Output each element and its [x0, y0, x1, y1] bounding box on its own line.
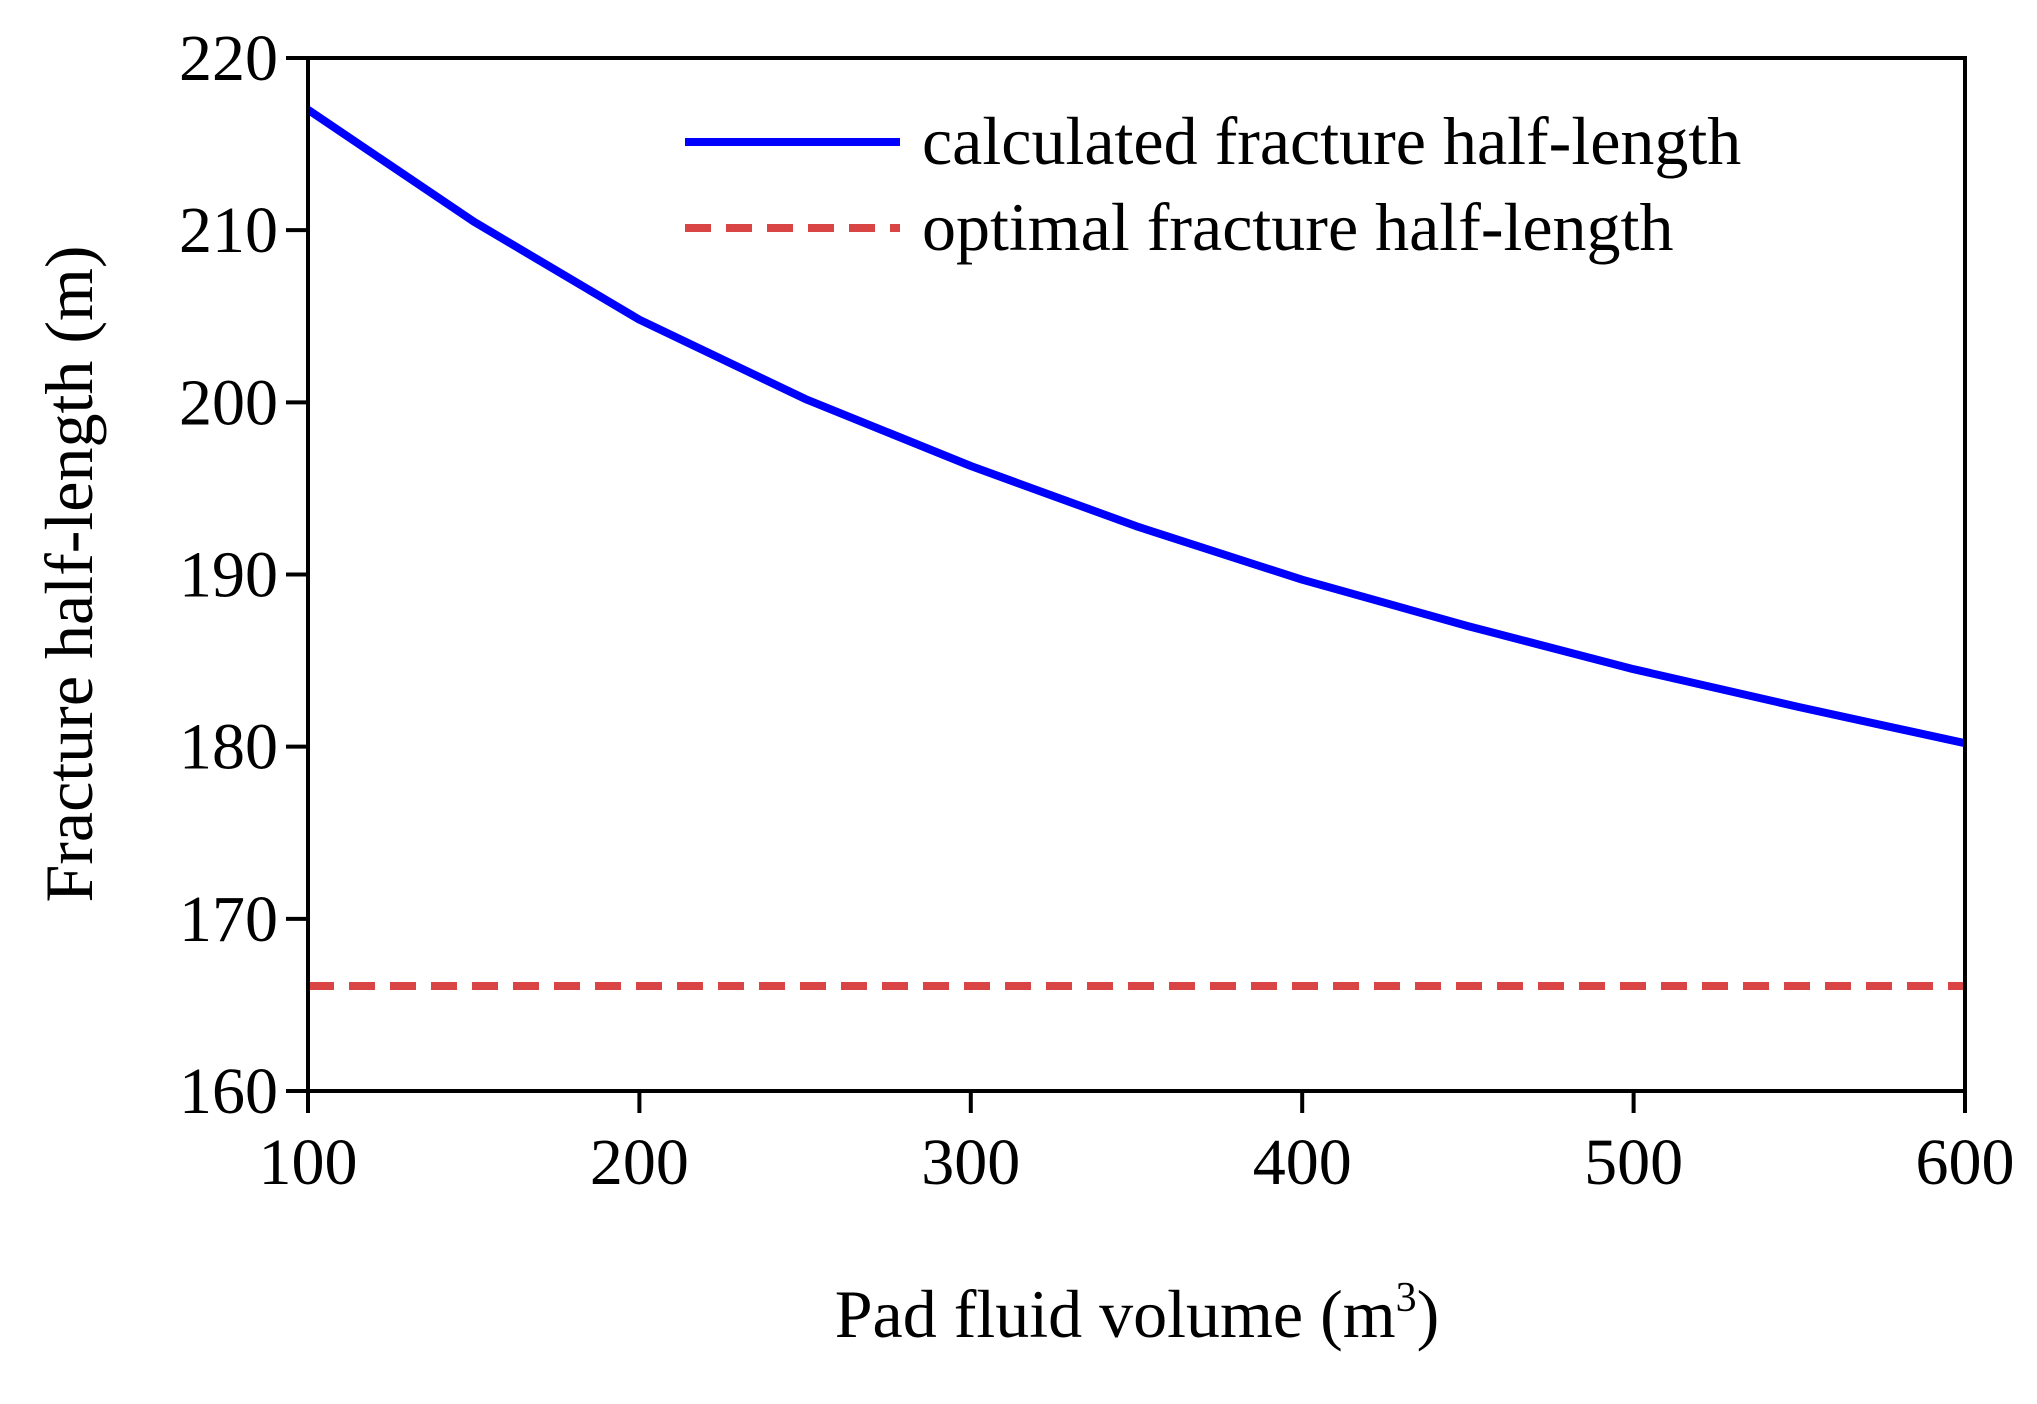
x-tick-label: 400: [1253, 1126, 1352, 1199]
series-layer: [305, 106, 1966, 990]
x-axis-title-superscript: 3: [1396, 1275, 1417, 1321]
x-tick-label: 600: [1916, 1126, 2015, 1199]
x-axis-title-text: Pad fluid volume (m: [835, 1276, 1396, 1352]
y-tick-label: 180: [179, 711, 278, 784]
x-tick-label: 500: [1584, 1126, 1683, 1199]
x-axis-ticks: 100 200 300 400 500 600: [259, 1091, 2015, 1199]
y-tick-label: 190: [179, 539, 278, 612]
legend: calculated fracture half-length optimal f…: [685, 103, 1741, 265]
legend-label: optimal fracture half-length: [922, 189, 1673, 265]
x-tick-label: 100: [259, 1126, 358, 1199]
y-tick-label: 210: [179, 194, 278, 267]
series-line-calculated: [305, 106, 1966, 748]
y-tick-label: 160: [179, 1055, 278, 1128]
y-tick-label: 220: [179, 22, 278, 95]
y-axis-ticks: 160 170 180 190 200 210 220: [179, 22, 308, 1128]
x-tick-label: 300: [921, 1126, 1020, 1199]
x-tick-label: 200: [590, 1126, 689, 1199]
y-axis-title: Fracture half-length (m): [31, 245, 107, 902]
x-axis-title: Pad fluid volume (m3): [835, 1275, 1440, 1352]
x-axis-title-suffix: ): [1417, 1276, 1440, 1352]
y-tick-label: 200: [179, 366, 278, 439]
y-tick-label: 170: [179, 883, 278, 956]
legend-label: calculated fracture half-length: [922, 103, 1741, 179]
